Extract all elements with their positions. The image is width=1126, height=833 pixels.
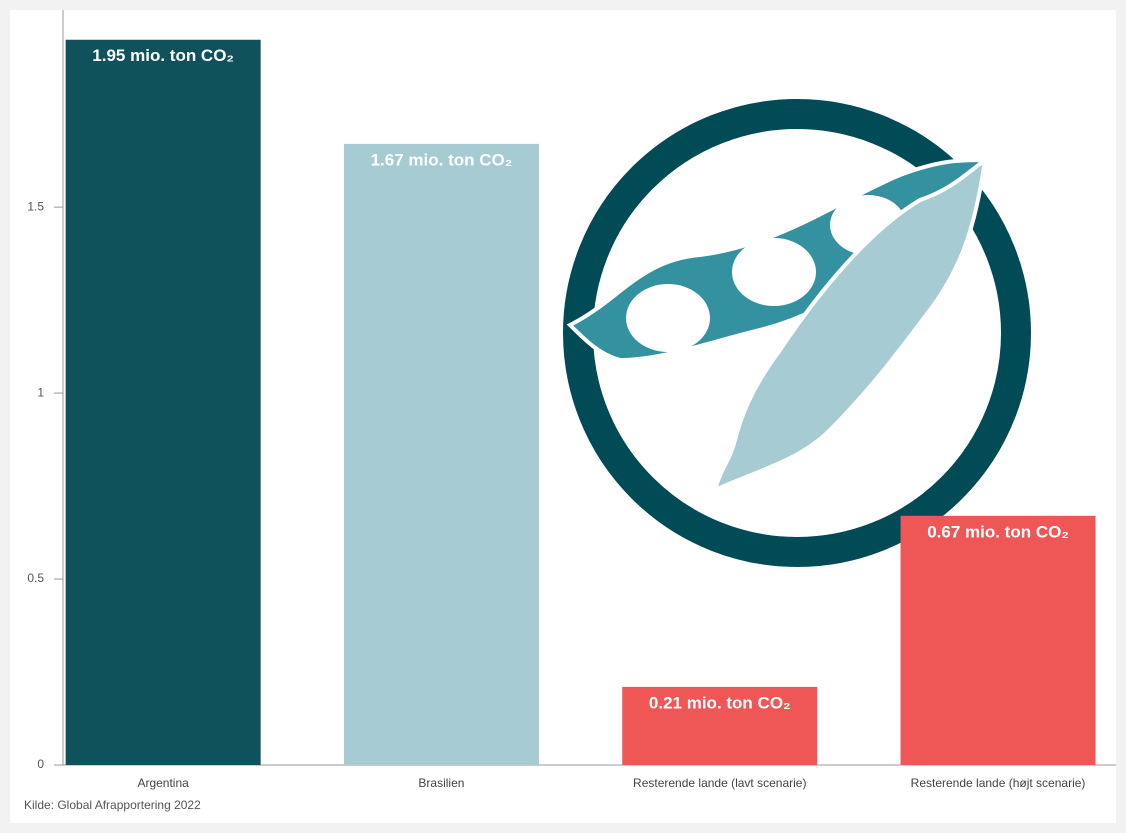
value-label: 1.67 mio. ton CO₂ bbox=[371, 150, 513, 169]
y-tick-label: 1.5 bbox=[27, 199, 44, 213]
source: Kilde: Global Afrapportering 2022 bbox=[24, 798, 201, 812]
y-tick-label: 0.5 bbox=[27, 571, 44, 585]
bar bbox=[65, 39, 261, 766]
y-tick-label: 1 bbox=[37, 385, 44, 399]
value-label: 0.67 mio. ton CO₂ bbox=[927, 522, 1069, 541]
value-label: 0.21 mio. ton CO₂ bbox=[649, 693, 791, 712]
x-tick-label: Brasilien bbox=[418, 776, 464, 790]
value-label: 1.95 mio. ton CO₂ bbox=[92, 46, 234, 65]
x-tick-label: Resterende lande (højt scenarie) bbox=[911, 776, 1086, 790]
bar bbox=[343, 143, 539, 766]
x-tick-label: Resterende lande (lavt scenarie) bbox=[633, 776, 806, 790]
x-tick-label: Argentina bbox=[137, 776, 189, 790]
y-tick-label: 0 bbox=[37, 757, 44, 771]
bar bbox=[622, 686, 818, 765]
bar bbox=[900, 515, 1096, 765]
soybean-icon bbox=[563, 99, 1031, 567]
